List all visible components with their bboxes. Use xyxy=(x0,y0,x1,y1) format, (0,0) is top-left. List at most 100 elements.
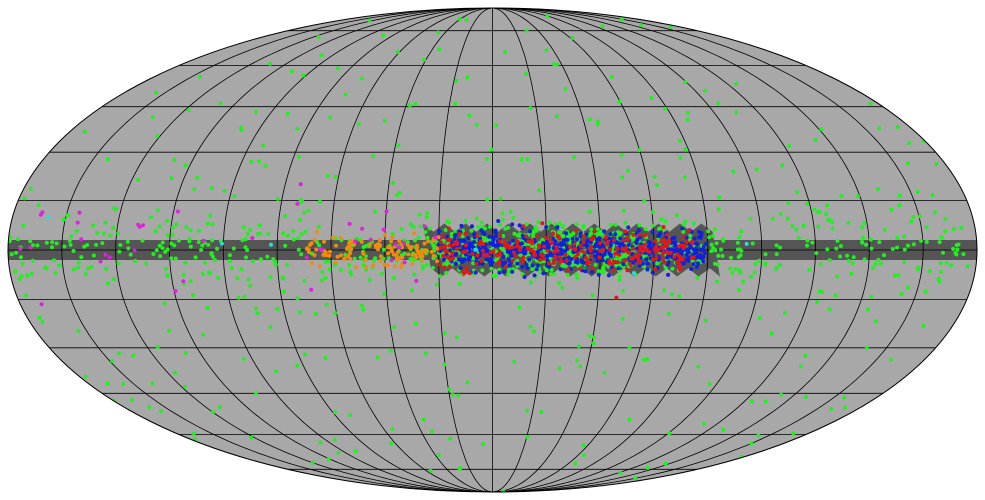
source-green xyxy=(572,155,577,160)
source-green xyxy=(589,227,594,232)
source-red xyxy=(613,251,618,256)
source-green xyxy=(682,223,687,227)
source-green xyxy=(948,263,953,268)
source-green xyxy=(778,211,783,216)
source-green xyxy=(450,392,455,397)
source-green xyxy=(458,466,463,471)
source-red xyxy=(454,239,459,244)
source-blue xyxy=(618,236,623,241)
source-green xyxy=(430,429,435,434)
source-red xyxy=(446,226,451,231)
source-green xyxy=(100,241,105,246)
source-green xyxy=(199,248,204,252)
source-green xyxy=(116,261,121,266)
source-green xyxy=(498,196,503,201)
source-red xyxy=(681,246,686,251)
source-green xyxy=(191,431,196,436)
source-green xyxy=(924,225,929,230)
source-green xyxy=(263,164,268,169)
source-red xyxy=(515,243,520,248)
source-green xyxy=(158,254,163,259)
source-green xyxy=(414,321,418,326)
source-green xyxy=(778,245,782,250)
source-red xyxy=(457,232,462,236)
source-blue xyxy=(650,270,655,275)
source-green xyxy=(110,358,115,363)
source-blue xyxy=(621,262,626,267)
source-green xyxy=(50,240,55,245)
source-red xyxy=(538,258,543,262)
source-blue xyxy=(578,231,583,236)
source-green xyxy=(487,224,492,229)
source-green xyxy=(359,76,364,81)
source-blue xyxy=(576,247,581,252)
source-red xyxy=(666,251,671,255)
source-green xyxy=(877,126,882,131)
source-green xyxy=(444,262,449,267)
source-blue xyxy=(544,225,549,230)
source-orange xyxy=(314,229,319,234)
source-red xyxy=(517,248,522,253)
source-red xyxy=(663,243,668,248)
source-orange xyxy=(406,252,411,257)
source-green xyxy=(667,431,672,436)
source-red xyxy=(608,247,613,252)
source-cyan xyxy=(220,241,224,246)
source-red xyxy=(667,240,672,245)
source-red xyxy=(687,228,692,233)
source-green xyxy=(790,224,795,228)
source-green xyxy=(902,234,907,239)
source-blue xyxy=(467,241,472,246)
source-green xyxy=(749,399,754,404)
source-green xyxy=(609,222,614,227)
source-red xyxy=(642,233,647,238)
source-green xyxy=(670,292,675,297)
source-green xyxy=(227,259,232,264)
source-green xyxy=(201,332,205,337)
source-red xyxy=(638,244,642,249)
source-green xyxy=(218,101,223,106)
source-orange xyxy=(334,243,338,248)
source-green xyxy=(413,238,417,243)
source-red xyxy=(438,262,443,267)
source-green xyxy=(91,253,96,258)
source-blue xyxy=(546,253,550,258)
source-green xyxy=(65,213,70,218)
source-red xyxy=(653,250,658,254)
source-green xyxy=(116,351,121,356)
source-green xyxy=(846,258,851,263)
source-blue xyxy=(616,266,621,271)
source-green xyxy=(105,157,110,162)
source-green xyxy=(557,366,562,371)
source-green xyxy=(777,262,782,267)
source-green xyxy=(620,175,625,180)
source-green xyxy=(296,247,301,252)
source-green xyxy=(412,272,417,277)
source-green xyxy=(785,216,790,221)
source-green xyxy=(206,242,211,247)
source-green xyxy=(711,246,716,251)
source-red xyxy=(579,248,584,253)
source-green xyxy=(13,269,18,274)
source-orange xyxy=(374,245,379,250)
source-cyan xyxy=(269,242,273,247)
source-green xyxy=(601,270,606,275)
source-blue xyxy=(578,234,583,239)
source-green xyxy=(480,268,485,273)
source-green xyxy=(111,226,116,230)
source-green xyxy=(16,237,20,242)
source-green xyxy=(601,265,606,270)
source-blue xyxy=(510,222,515,227)
source-green xyxy=(525,157,530,162)
source-green xyxy=(899,291,904,296)
source-green xyxy=(222,188,227,193)
source-red xyxy=(572,247,577,252)
source-red xyxy=(607,259,612,263)
source-blue xyxy=(487,234,492,239)
source-red xyxy=(635,252,640,257)
source-red xyxy=(441,253,445,258)
source-green xyxy=(318,199,322,204)
source-orange xyxy=(420,254,425,259)
source-layer xyxy=(8,14,970,492)
source-green xyxy=(333,311,337,315)
